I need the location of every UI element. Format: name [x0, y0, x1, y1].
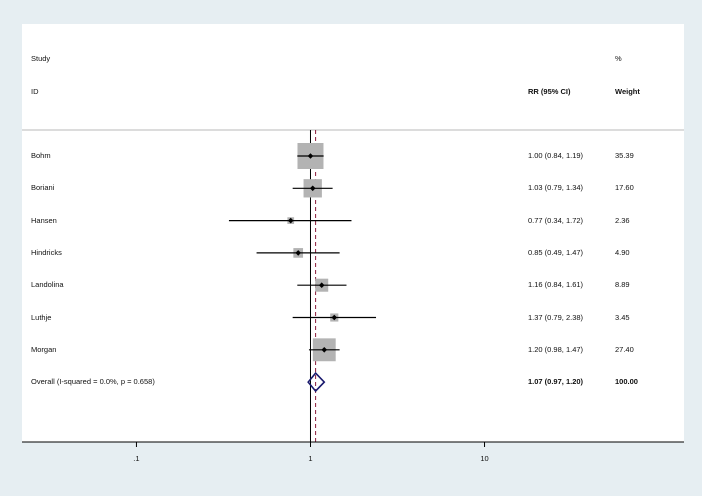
overall-ci: 1.07 (0.97, 1.20) — [528, 377, 584, 387]
point-estimate — [318, 282, 325, 288]
study-name: Bohm — [31, 151, 51, 160]
study-ci: 0.77 (0.34, 1.72) — [528, 215, 584, 225]
study-weight: 2.36 — [615, 215, 630, 225]
point-estimate — [295, 250, 302, 256]
overall-label: Overall (I-squared = 0.0%, p = 0.658) — [31, 377, 155, 387]
header-weight: Weight — [615, 87, 640, 96]
study-name: Landolina — [31, 280, 64, 290]
point-estimate — [321, 347, 328, 353]
study-name: Boriani — [31, 183, 55, 193]
study-name: Luthje — [31, 312, 52, 322]
overall-diamond — [307, 371, 326, 393]
study-weight: 8.89 — [615, 280, 630, 290]
header-percent: % — [615, 54, 622, 63]
x-tick-label: 10 — [480, 454, 489, 463]
point-estimate — [309, 185, 316, 192]
x-tick-label: 1 — [308, 454, 313, 463]
x-tick-label: .1 — [133, 454, 140, 463]
study-ci: 1.16 (0.84, 1.61) — [528, 280, 584, 290]
study-weight: 4.90 — [615, 247, 630, 257]
study-weight: 35.39 — [615, 151, 634, 160]
study-weight: 17.60 — [615, 183, 634, 193]
study-name: Morgan — [31, 344, 57, 354]
plot-panel — [22, 24, 684, 442]
header-id: ID — [31, 87, 39, 96]
study-ci: 0.85 (0.49, 1.47) — [528, 247, 584, 257]
point-estimate — [307, 153, 314, 159]
study-weight: 3.45 — [615, 312, 630, 322]
study-ci: 1.00 (0.84, 1.19) — [528, 151, 584, 160]
header-study: Study — [31, 54, 51, 63]
study-ci: 1.03 (0.79, 1.34) — [528, 183, 584, 193]
study-ci: 1.20 (0.98, 1.47) — [528, 344, 584, 354]
point-estimate — [331, 314, 338, 321]
study-weight: 27.40 — [615, 344, 634, 354]
overall-weight: 100.00 — [615, 377, 638, 387]
header-rr: RR (95% CI) — [528, 87, 571, 96]
study-ci: 1.37 (0.79, 2.38) — [528, 312, 584, 322]
study-name: Hansen — [31, 215, 57, 225]
point-estimate — [287, 217, 294, 224]
study-name: Hindricks — [31, 247, 62, 257]
